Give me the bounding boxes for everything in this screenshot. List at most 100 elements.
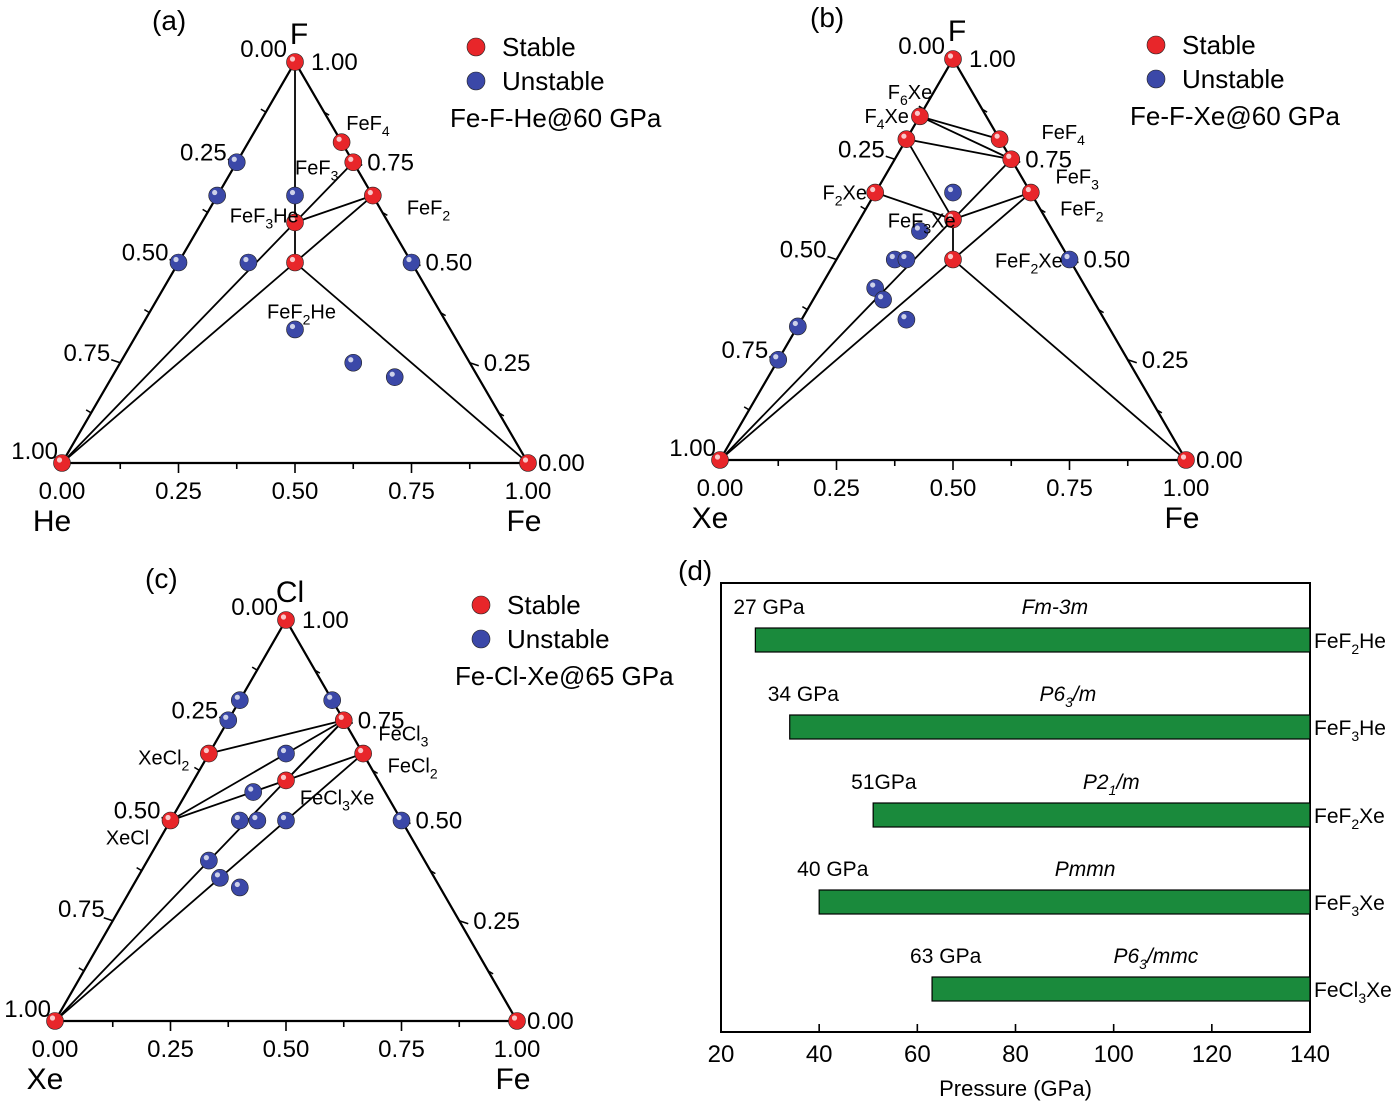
- compound-label: FeF2: [1060, 198, 1104, 224]
- unstable-point-highlight: [289, 323, 296, 330]
- unstable-point: [169, 253, 188, 272]
- compound-label: FeCl2: [388, 755, 438, 781]
- tie-line: [54, 719, 345, 1022]
- stable-point: [344, 153, 363, 172]
- panel-label: (a): [152, 5, 186, 36]
- unstable-point: [248, 811, 267, 830]
- stable-point-highlight: [714, 454, 721, 460]
- corner-label: 1.00: [669, 435, 716, 462]
- unstable-point-highlight: [870, 282, 876, 288]
- corner-label: 1.00: [969, 46, 1016, 73]
- legend-unstable-marker: [471, 629, 491, 649]
- stable-point: [161, 811, 180, 830]
- tick-left: [743, 406, 750, 411]
- legend-stable-label: Stable: [507, 590, 581, 620]
- unstable-point-highlight: [203, 855, 209, 861]
- tie-line: [170, 779, 287, 822]
- stable-point: [911, 107, 929, 126]
- stable-point: [332, 133, 351, 151]
- bar-start-label: 40 GPa: [797, 858, 869, 881]
- left-tick-label: 0.75: [64, 340, 111, 367]
- bar-start-label: 51GPa: [851, 771, 917, 794]
- bottom-tick-label: 1.00: [1163, 475, 1210, 502]
- stable-point: [944, 50, 962, 68]
- tick-left: [885, 155, 896, 161]
- bar: [931, 976, 1311, 1002]
- unstable-point: [286, 186, 304, 205]
- unstable-point: [769, 350, 788, 369]
- bottom-tick-label: 0.75: [388, 478, 435, 505]
- stable-point-highlight: [338, 714, 344, 720]
- bar: [872, 802, 1311, 828]
- vertex-top-label: F: [290, 18, 308, 51]
- unstable-point-highlight: [212, 189, 218, 196]
- compound-label: FeF3: [1056, 166, 1100, 192]
- corner-label: 1.00: [4, 996, 51, 1023]
- unstable-point-highlight: [901, 253, 907, 260]
- unstable-point: [239, 253, 258, 272]
- stable-point: [1002, 150, 1021, 169]
- left-tick-label: 0.75: [722, 337, 769, 364]
- bar-phase-label: Pmmn: [1055, 858, 1116, 881]
- unstable-point: [344, 353, 363, 372]
- vertex-right-label: Fe: [1164, 502, 1199, 535]
- stable-point-highlight: [56, 457, 63, 463]
- corner-label: 0.00: [538, 450, 585, 477]
- left-tick-label: 0.25: [838, 136, 885, 163]
- stable-point-highlight: [947, 53, 954, 59]
- unstable-point: [219, 711, 238, 730]
- unstable-point: [897, 310, 916, 329]
- tick-left: [103, 916, 114, 922]
- tick-left: [143, 308, 150, 314]
- unstable-point-highlight: [234, 881, 240, 888]
- right-tick-label: 0.50: [416, 808, 463, 835]
- stable-point: [364, 186, 382, 205]
- tie-line: [906, 138, 1012, 161]
- unstable-point: [231, 811, 249, 830]
- tie-line: [919, 115, 1012, 161]
- corner-label: 0.00: [527, 1008, 574, 1035]
- unstable-point-highlight: [889, 253, 895, 260]
- stable-point: [286, 53, 304, 71]
- stable-point-highlight: [280, 774, 287, 781]
- bar-chart-panel: (d) 20 40 60 80 100 120 140 Pressure (GPa) 27 GPa…: [678, 555, 1392, 1101]
- tie-line: [285, 752, 364, 782]
- unstable-point: [200, 851, 218, 870]
- compound-label: FeF3: [295, 157, 339, 183]
- legend-unstable-label: Unstable: [1182, 64, 1285, 94]
- legend-unstable-marker: [1146, 69, 1166, 89]
- x-tick-label: 120: [1192, 1041, 1232, 1068]
- stable-point-highlight: [289, 256, 296, 263]
- stable-point-highlight: [914, 110, 921, 116]
- right-tick-label: 0.25: [484, 350, 531, 377]
- left-tick-label: 0.50: [122, 240, 169, 267]
- x-tick-label: 20: [708, 1041, 735, 1068]
- unstable-point: [874, 290, 892, 309]
- bar-compound-label: FeCl3Xe: [1314, 979, 1392, 1006]
- vertex-right-label: Fe: [495, 1063, 530, 1096]
- unstable-point: [231, 878, 249, 897]
- stable-point: [866, 183, 884, 202]
- bottom-tick-label: 0.25: [155, 478, 202, 505]
- legend-stable-marker: [1146, 35, 1166, 55]
- tick-left: [193, 766, 200, 772]
- corner-label: 0.00: [1196, 447, 1243, 474]
- compound-label: FeF4: [346, 113, 390, 139]
- stable-point-highlight: [289, 216, 296, 222]
- tick-left: [801, 305, 808, 311]
- x-tick-label: 100: [1094, 1041, 1134, 1068]
- bottom-tick-label: 0.00: [697, 475, 744, 502]
- stable-point: [286, 253, 304, 272]
- unstable-point: [277, 811, 295, 830]
- tie-line: [874, 191, 954, 221]
- stable-point: [990, 130, 1009, 148]
- stable-point: [1022, 183, 1040, 202]
- tie-line: [719, 58, 954, 461]
- legend-system-label: Fe-F-He@60 GPa: [450, 103, 662, 133]
- tick-right: [458, 919, 469, 925]
- unstable-point-highlight: [901, 314, 907, 320]
- tie-line: [208, 719, 344, 755]
- bar-compound-label: FeF2He: [1314, 630, 1386, 657]
- stable-point: [897, 130, 916, 148]
- compound-label: FeF4: [1042, 122, 1086, 148]
